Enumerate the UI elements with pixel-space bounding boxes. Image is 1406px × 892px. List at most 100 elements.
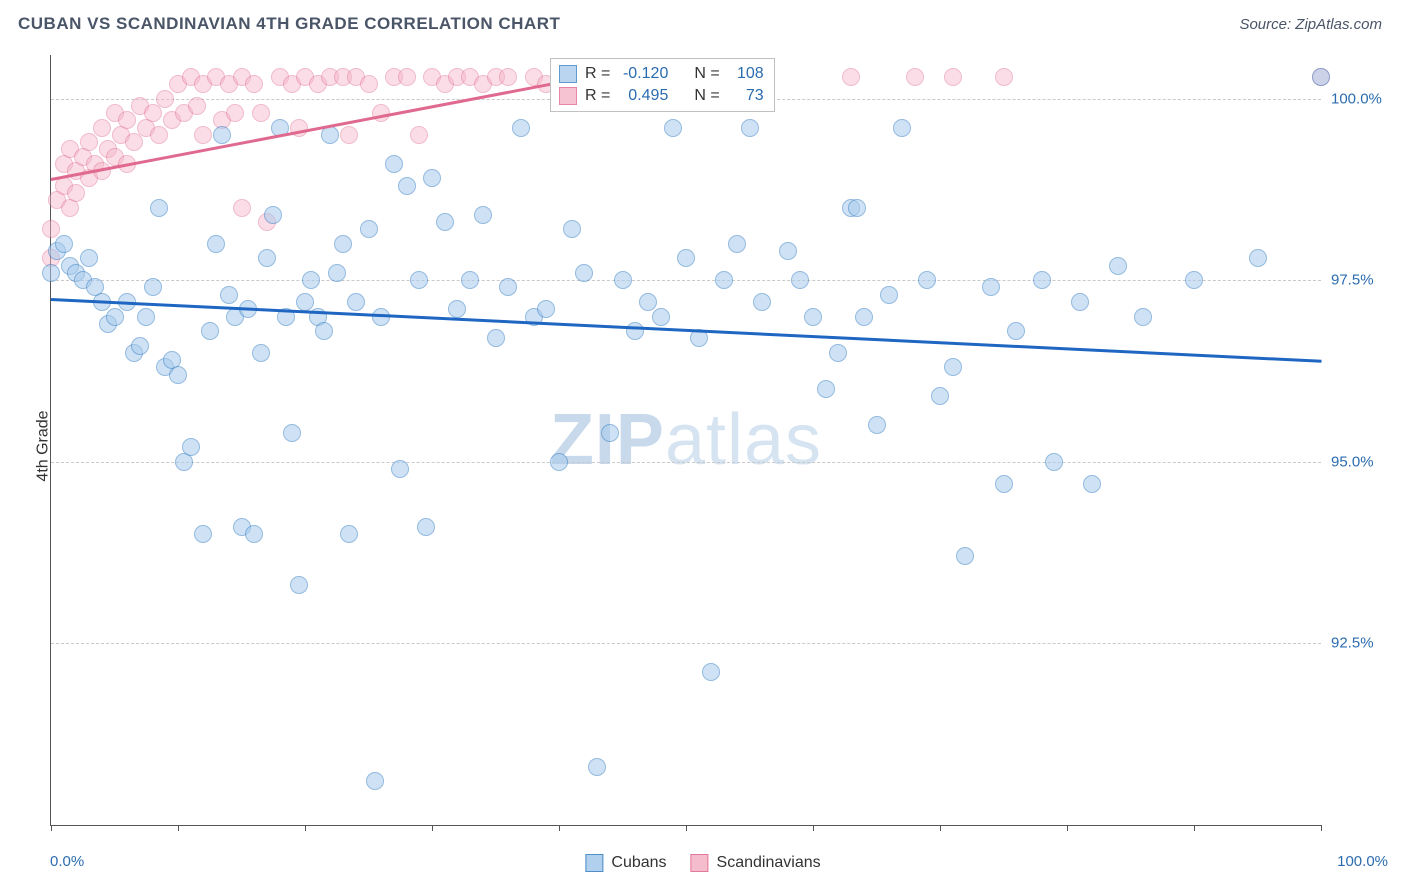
scandinavians-point [906,68,924,86]
cubans-point [385,155,403,173]
cubans-point [512,119,530,137]
legend-swatch [585,854,603,872]
legend-swatch [559,87,577,105]
cubans-point [931,387,949,405]
r-value: 0.495 [618,85,668,107]
r-label: R = [585,85,610,107]
cubans-point [42,264,60,282]
cubans-point [144,278,162,296]
cubans-point [563,220,581,238]
cubans-point [779,242,797,260]
cubans-point [575,264,593,282]
cubans-point [855,308,873,326]
cubans-point [614,271,632,289]
scandinavians-point [194,126,212,144]
cubans-point [315,322,333,340]
cubans-point [817,380,835,398]
cubans-point [474,206,492,224]
scandinavians-point [842,68,860,86]
chart-title: CUBAN VS SCANDINAVIAN 4TH GRADE CORRELAT… [18,14,560,34]
legend-label: Cubans [611,854,666,872]
cubans-point [410,271,428,289]
scandinavians-point [398,68,416,86]
cubans-point [80,249,98,267]
bottom-legend: Cubans Scandinavians [585,854,820,872]
cubans-point [487,329,505,347]
gridline [51,462,1321,463]
cubans-point [791,271,809,289]
cubans-point [436,213,454,231]
cubans-point [347,293,365,311]
cubans-point [982,278,1000,296]
scandinavians-point [156,90,174,108]
x-tick-mark [686,825,687,831]
n-label: N = [694,63,719,85]
cubans-point [601,424,619,442]
cubans-point [302,271,320,289]
cubans-point [880,286,898,304]
scandinavians-point [125,133,143,151]
cubans-point [423,169,441,187]
cubans-point [848,199,866,217]
cubans-point [417,518,435,536]
gridline [51,280,1321,281]
cubans-point [804,308,822,326]
cubans-point [956,547,974,565]
watermark: ZIPatlas [550,399,822,481]
cubans-point [296,293,314,311]
cubans-point [626,322,644,340]
cubans-point [264,206,282,224]
y-tick-label: 100.0% [1331,90,1401,107]
r-value: -0.120 [618,63,668,85]
x-tick-mark [940,825,941,831]
cubans-point [1109,257,1127,275]
cubans-point [321,126,339,144]
cubans-point [150,199,168,217]
r-label: R = [585,63,610,85]
cubans-point [182,438,200,456]
bottom-legend-item: Scandinavians [691,854,821,872]
scandinavians-point [80,133,98,151]
cubans-point [448,300,466,318]
x-tick-mark [1194,825,1195,831]
cubans-point [829,344,847,362]
cubans-point [131,337,149,355]
x-tick-mark [1321,825,1322,831]
cubans-trendline [51,298,1321,362]
cubans-point [201,322,219,340]
scandinavians-point [360,75,378,93]
cubans-point [753,293,771,311]
n-value: 73 [728,85,764,107]
scandinavians-point [944,68,962,86]
cubans-point [1312,68,1330,86]
legend-label: Scandinavians [717,854,821,872]
scandinavians-point [188,97,206,115]
cubans-point [207,235,225,253]
y-tick-label: 95.0% [1331,453,1401,470]
x-tick-mark [559,825,560,831]
scandinavians-point [499,68,517,86]
cubans-point [220,286,238,304]
cubans-point [1045,453,1063,471]
scandinavians-point [144,104,162,122]
watermark-rest: atlas [665,400,822,480]
cubans-point [639,293,657,311]
cubans-point [741,119,759,137]
x-tick-right: 100.0% [1337,853,1388,870]
scandinavians-point [233,199,251,217]
cubans-point [328,264,346,282]
cubans-point [398,177,416,195]
scandinavians-point [67,184,85,202]
cubans-point [55,235,73,253]
scandinavians-point [93,119,111,137]
scandinavians-point [252,104,270,122]
legend-row: R =-0.120N =108 [559,63,764,85]
cubans-point [664,119,682,137]
cubans-point [702,663,720,681]
cubans-point [461,271,479,289]
cubans-point [728,235,746,253]
legend-row: R =0.495N =73 [559,85,764,107]
scandinavians-point [410,126,428,144]
cubans-point [715,271,733,289]
cubans-point [1007,322,1025,340]
